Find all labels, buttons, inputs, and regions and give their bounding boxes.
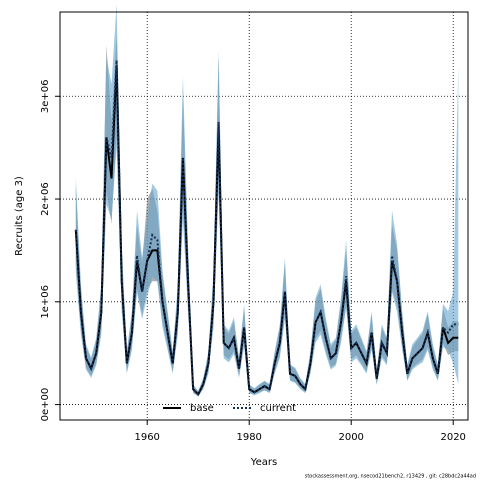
series-line: [74, 60, 459, 397]
y-tick-label: 3e+06: [40, 79, 51, 113]
y-axis-label: Recruits (age 3): [14, 176, 25, 256]
legend-label: current: [260, 403, 296, 414]
x-axis-label: Years: [250, 457, 277, 468]
footer: stockassessment.org, nsecod21bench2, r13…: [305, 474, 476, 480]
series-line: [74, 65, 459, 397]
x-tick-label: 1960: [134, 432, 159, 443]
x-tick-label: 1980: [236, 432, 261, 443]
x-tick-label: 2020: [440, 432, 465, 443]
y-tick-label: 1e+06: [40, 285, 51, 319]
legend-label: base: [190, 403, 214, 414]
plot-frame: [59, 11, 469, 421]
x-tick-label: 2000: [338, 432, 363, 443]
y-tick-label: 2e+06: [40, 182, 51, 216]
confidence-band: [75, 34, 459, 397]
confidence-band: [75, 3, 459, 397]
y-tick-label: 0e+00: [40, 388, 51, 422]
